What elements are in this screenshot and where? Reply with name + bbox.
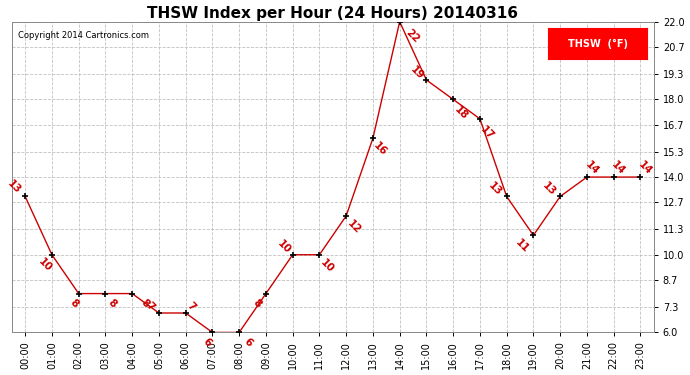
Text: 12: 12 [345,218,362,236]
Text: 7: 7 [144,300,157,313]
Text: 14: 14 [637,159,654,176]
Text: 10: 10 [318,257,335,274]
Text: 8: 8 [139,297,151,310]
Text: 8: 8 [106,297,118,310]
Text: 17: 17 [479,124,496,141]
Text: 7: 7 [184,300,197,313]
Text: 13: 13 [6,178,23,196]
Text: 16: 16 [372,141,389,158]
Text: 13: 13 [540,180,558,198]
Text: 11: 11 [513,238,531,255]
Text: 10: 10 [275,238,293,256]
Text: 13: 13 [487,180,504,198]
Text: 19: 19 [408,64,425,81]
Text: 14: 14 [610,159,627,176]
Text: 8: 8 [68,297,80,310]
Text: 6: 6 [242,336,254,349]
Text: 18: 18 [452,105,469,122]
Text: 14: 14 [583,159,600,176]
Text: 10: 10 [36,256,53,273]
Text: 22: 22 [404,27,421,44]
Text: Copyright 2014 Cartronics.com: Copyright 2014 Cartronics.com [18,31,149,40]
Text: 6: 6 [201,336,213,349]
Text: 8: 8 [251,297,264,310]
Title: THSW Index per Hour (24 Hours) 20140316: THSW Index per Hour (24 Hours) 20140316 [147,6,518,21]
